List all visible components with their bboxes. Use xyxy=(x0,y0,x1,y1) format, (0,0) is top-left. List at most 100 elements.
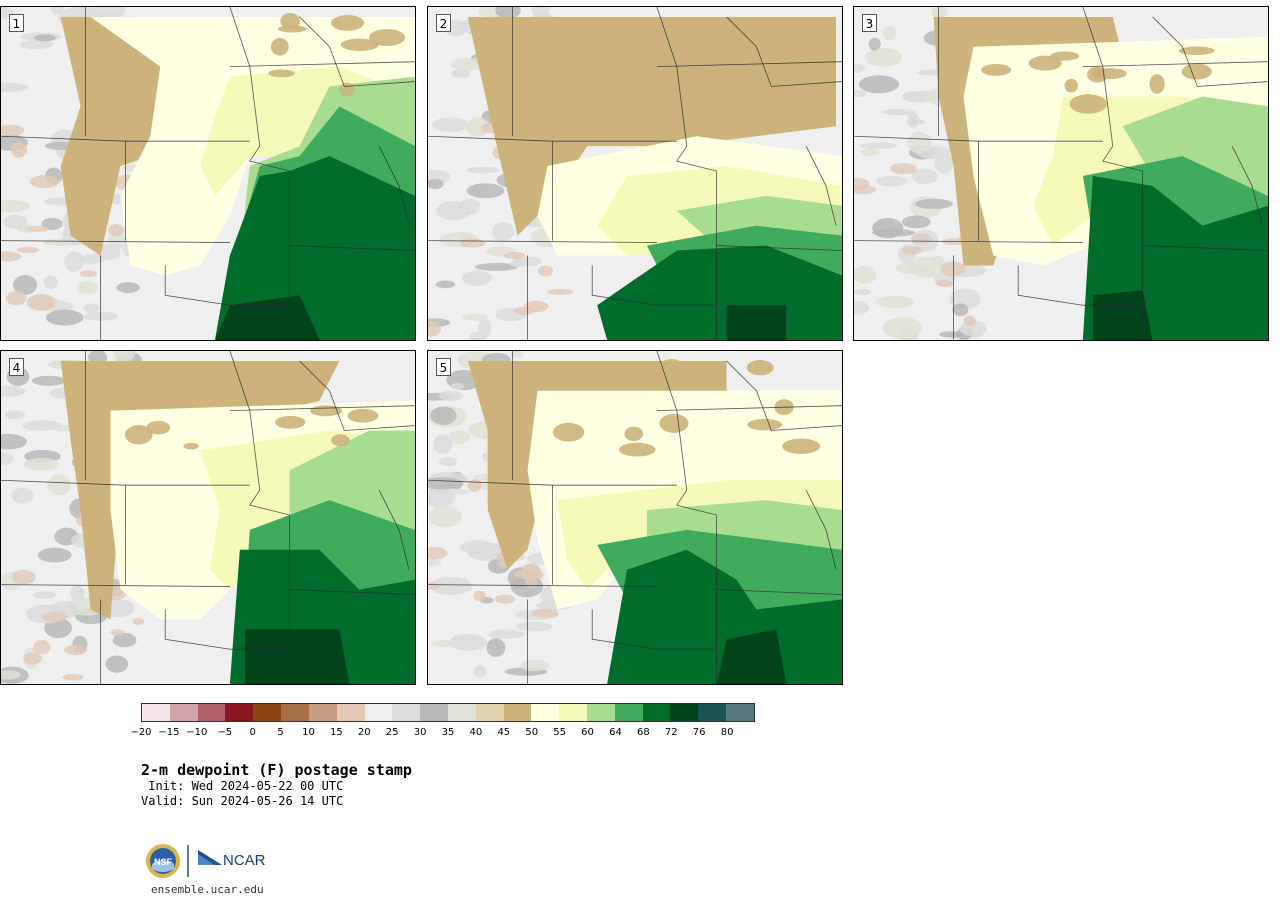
colorbar-ticks: −20 −15 −10 −5 0 5 10 15 20 25 30 35 40 45 50 55 60 64 68 7… xyxy=(130,727,755,741)
tan-patch xyxy=(231,361,270,372)
panel-number: 5 xyxy=(436,358,451,376)
tan-patch xyxy=(734,76,769,95)
colorbar-segment xyxy=(698,704,727,721)
tan-patch xyxy=(693,46,728,63)
state-boundary xyxy=(805,489,837,570)
dry-patch xyxy=(492,222,515,241)
dry-patch xyxy=(432,117,469,133)
very-dry-patch xyxy=(108,223,125,237)
dry-patch xyxy=(883,25,897,41)
tan-patch xyxy=(1181,63,1212,80)
tan-patch xyxy=(624,426,644,442)
very-dry-patch xyxy=(547,288,574,295)
tan-patch xyxy=(731,92,752,108)
map-panel-3: 3 xyxy=(853,6,1269,341)
state-boundary xyxy=(378,489,410,570)
state-boundary xyxy=(1,584,230,587)
very-dry-patch xyxy=(12,569,36,585)
dry-patch xyxy=(105,655,129,673)
dry-patch xyxy=(458,198,481,215)
colorbar-segment xyxy=(614,704,643,721)
dry-patch xyxy=(1,385,26,397)
dry-patch xyxy=(459,540,495,555)
very-dry-patch xyxy=(537,265,554,277)
dry-patch xyxy=(907,112,920,128)
very-dark-green-region xyxy=(1092,290,1153,340)
dry-patch xyxy=(34,34,57,42)
colorbar-segment xyxy=(503,704,532,721)
state-boundary xyxy=(1231,145,1263,226)
dry-patch xyxy=(32,591,57,599)
state-boundary xyxy=(771,81,842,87)
dry-patch xyxy=(859,142,898,149)
very-dark-green-region xyxy=(716,629,787,684)
map-panel-2: 2 xyxy=(427,6,843,341)
dry-patch xyxy=(428,487,456,508)
tan-patch xyxy=(602,72,631,85)
dry-patch xyxy=(510,351,524,358)
tan-patch xyxy=(369,28,406,47)
colorbar-tick-label: 20 xyxy=(357,727,371,738)
init-time: Init: Wed 2024-05-22 00 UTC xyxy=(141,779,344,793)
state-boundary xyxy=(164,609,290,650)
very-dry-patch xyxy=(523,300,549,313)
state-boundary xyxy=(1152,16,1198,87)
dry-patch xyxy=(854,265,877,284)
dry-patch xyxy=(881,108,916,116)
colorbar-tick-label: 40 xyxy=(469,727,483,738)
colorbar-tick-label: 15 xyxy=(329,727,343,738)
dry-patch xyxy=(430,406,457,425)
state-boundary xyxy=(726,360,772,431)
state-boundary xyxy=(1082,61,1268,68)
colorbar-segment xyxy=(559,704,587,721)
dry-patch xyxy=(901,215,931,229)
tan-patch xyxy=(634,66,664,84)
tan-patch xyxy=(1050,51,1080,61)
very-dry-patch xyxy=(494,594,516,604)
dry-patch xyxy=(520,659,550,672)
dry-patch xyxy=(465,117,490,137)
colorbar-tick-label: 30 xyxy=(413,727,427,738)
state-boundary xyxy=(1197,81,1268,87)
colorbar-tick-label: 50 xyxy=(525,727,539,738)
dry-patch xyxy=(864,47,903,67)
tan-patch xyxy=(1178,46,1215,55)
colorbar-tick-label: 0 xyxy=(249,727,256,738)
state-boundary xyxy=(378,145,410,226)
very-dry-patch xyxy=(514,569,544,580)
dry-patch xyxy=(79,254,106,264)
colorbar-segment xyxy=(253,704,282,721)
colorbar-segment xyxy=(475,704,504,721)
state-boundary xyxy=(676,489,718,684)
state-boundary xyxy=(428,584,657,587)
dry-patch xyxy=(461,313,488,321)
very-dry-patch xyxy=(459,238,486,248)
colorbar-segment xyxy=(392,704,421,721)
dry-patch xyxy=(907,131,932,154)
nsf-logo-icon: NSF xyxy=(146,844,180,878)
state-boundary xyxy=(1142,245,1268,251)
colorbar-tick-label: −15 xyxy=(158,727,180,738)
state-boundary xyxy=(1082,7,1114,147)
tan-patch xyxy=(552,422,585,442)
state-boundary xyxy=(771,425,842,431)
dewpoint-map xyxy=(854,7,1268,340)
state-boundary xyxy=(656,405,842,412)
ncar-logo-text: NCAR xyxy=(223,852,266,869)
state-boundary xyxy=(1,240,230,243)
dry-patch xyxy=(4,410,26,420)
dark-green-region xyxy=(607,549,842,684)
colorbar-tick-label: 60 xyxy=(581,727,594,738)
state-boundary xyxy=(289,589,415,595)
state-boundary xyxy=(229,61,415,68)
colorbar-segment xyxy=(642,704,671,721)
dry-patch xyxy=(911,168,939,185)
dry-patch xyxy=(11,487,34,504)
dry-patch xyxy=(70,585,85,601)
very-dry-patch xyxy=(467,479,482,492)
dry-patch xyxy=(89,7,127,20)
colorbar-tick-label: 64 xyxy=(609,727,622,738)
colorbar-tick-label: 45 xyxy=(497,727,511,738)
very-dry-patch xyxy=(1,251,22,262)
dry-patch xyxy=(41,217,63,230)
